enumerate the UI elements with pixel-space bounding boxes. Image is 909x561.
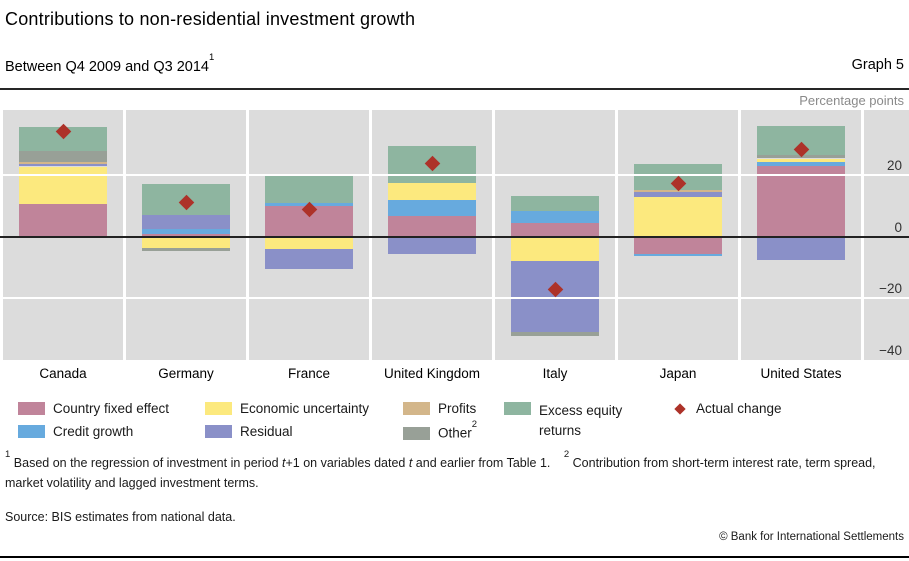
excess-equity-returns-swatch xyxy=(504,402,531,415)
x-axis-label: France xyxy=(287,366,331,381)
bar-segment-economic_uncertainty xyxy=(511,236,599,261)
footnotes: 1 Based on the regression of investment … xyxy=(5,449,903,493)
footnote1-text: and earlier from Table 1. xyxy=(412,456,551,471)
x-axis-label: Italy xyxy=(542,366,568,381)
legend-label: Profits xyxy=(438,401,477,416)
source-line: Source: BIS estimates from national data… xyxy=(5,510,236,524)
legend-label: Other xyxy=(438,425,472,441)
bar-segment-country_fixed_effect xyxy=(511,222,599,237)
other-swatch xyxy=(403,426,430,440)
bar-segment-country_fixed_effect xyxy=(757,165,845,237)
legend-label-line1: Excess equity xyxy=(539,403,623,418)
y-tick-label: −40 xyxy=(879,343,902,358)
page-title: Contributions to non-residential investm… xyxy=(5,9,416,29)
profits-swatch xyxy=(403,402,430,415)
legend-label-line2: returns xyxy=(539,422,582,438)
bar-segment-residual xyxy=(388,236,476,254)
bar-segment-other xyxy=(511,331,599,337)
grid-line xyxy=(0,173,909,176)
footnote1-marker: 1 xyxy=(5,449,11,460)
footnote1-text: Based on the regression of investment in… xyxy=(13,456,282,471)
footer-divider xyxy=(0,556,909,558)
bar-segment-credit_growth xyxy=(757,161,845,166)
economic-uncertainty-swatch xyxy=(205,402,232,415)
y-axis-unit-label: Percentage points xyxy=(799,93,904,108)
chart-subtitle-footnote-marker: 1 xyxy=(208,52,215,63)
y-tick-label: 0 xyxy=(894,219,902,235)
bar-segment-economic_uncertainty xyxy=(142,236,230,248)
bar-segment-residual xyxy=(19,163,107,167)
legend-label: Credit growth xyxy=(53,424,134,439)
footnote2-marker: 2 xyxy=(563,449,570,460)
bar-segment-credit_growth xyxy=(634,254,722,257)
bar-segment-economic_uncertainty xyxy=(19,166,107,204)
x-axis-label: United States xyxy=(760,366,842,381)
bar-segment-economic_uncertainty xyxy=(265,236,353,249)
chart-plot-area: 20 0 −20 −40 xyxy=(0,110,909,360)
legend-item-other: Other2 xyxy=(403,419,477,441)
bar-segment-residual xyxy=(265,248,353,269)
x-axis-labels: Canada Germany France United Kingdom Italy Ja… xyxy=(0,366,909,386)
y-tick-label: −20 xyxy=(879,281,902,297)
legend-footnote-marker: 2 xyxy=(471,419,478,430)
bar-segment-country_fixed_effect xyxy=(634,236,722,255)
bar-segment-other xyxy=(19,150,107,163)
bar-segment-economic_uncertainty xyxy=(388,182,476,200)
legend-item-actual-change: Actual change xyxy=(674,401,782,416)
legend-item-country-fixed-effect: Country fixed effect xyxy=(18,401,169,416)
legend-item-excess-equity-returns: Excess equity returns xyxy=(504,401,622,440)
footnote1-text: +1 on variables dated xyxy=(285,456,409,471)
legend-label: Economic uncertainty xyxy=(240,401,370,416)
residual-swatch xyxy=(205,425,232,438)
copyright-line: © Bank for International Settlements xyxy=(719,531,904,543)
bar-segment-profits xyxy=(634,189,722,193)
bar-segment-credit_growth xyxy=(388,199,476,217)
bar-segment-country_fixed_effect xyxy=(19,203,107,237)
footnote1-italic-t: t xyxy=(282,456,286,471)
grid-line xyxy=(0,297,909,300)
chart-subtitle: Between Q4 2009 and Q3 20141 xyxy=(5,52,214,75)
legend-label: Actual change xyxy=(696,401,782,416)
bar-segment-economic_uncertainty xyxy=(757,158,845,162)
bar-segment-country_fixed_effect xyxy=(142,233,230,237)
x-axis-label: Canada xyxy=(39,366,87,381)
legend-label: Country fixed effect xyxy=(53,401,170,416)
country-fixed-effect-swatch xyxy=(18,402,45,415)
bar-segment-profits xyxy=(19,162,107,164)
credit-growth-swatch xyxy=(18,425,45,438)
legend-label: Excess equity returns xyxy=(539,401,622,440)
x-axis-label: Germany xyxy=(158,366,214,381)
footnote1-italic-t: t xyxy=(408,456,413,471)
legend-item-economic-uncertainty: Economic uncertainty xyxy=(205,401,369,416)
chart-legend: Country fixed effect Economic uncertaint… xyxy=(0,401,909,451)
bar-segment-residual xyxy=(142,215,230,229)
bar-segment-credit_growth xyxy=(511,211,599,223)
y-axis-strip xyxy=(864,110,909,360)
graph-number-label: Graph 5 xyxy=(851,57,904,73)
bar-segment-excess_equity_returns xyxy=(511,195,599,212)
bar-segment-excess_equity_returns xyxy=(265,176,353,204)
bar-segment-residual xyxy=(634,192,722,197)
footnote2-text: Contribution from short-term interest ra… xyxy=(5,456,876,491)
chart-subtitle-text: Between Q4 2009 and Q3 2014 xyxy=(5,58,209,75)
bar-segment-credit_growth xyxy=(142,228,230,234)
legend-item-profits: Profits xyxy=(403,401,476,416)
bar-segment-residual xyxy=(757,236,845,261)
bar-segment-other xyxy=(142,248,230,251)
x-axis-label: United Kingdom xyxy=(383,366,481,381)
bar-segment-economic_uncertainty xyxy=(634,197,722,237)
zero-line xyxy=(0,235,909,238)
header-divider xyxy=(0,88,909,90)
actual-change-diamond-icon xyxy=(674,403,686,415)
legend-item-residual: Residual xyxy=(205,424,293,439)
legend-item-credit-growth: Credit growth xyxy=(18,424,133,439)
x-axis-label: Japan xyxy=(659,366,697,381)
bar-segment-country_fixed_effect xyxy=(388,216,476,237)
legend-label: Residual xyxy=(240,424,293,439)
y-tick-label: 20 xyxy=(886,157,902,173)
